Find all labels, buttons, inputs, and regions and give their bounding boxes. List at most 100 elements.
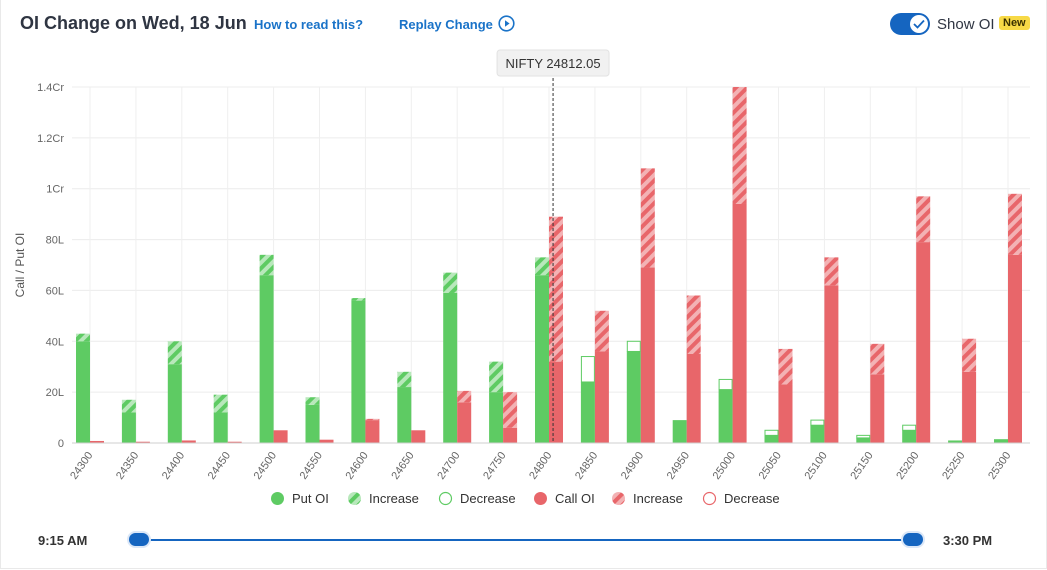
put-oi-increase-bar [121,399,136,413]
put-oi-bar [948,440,963,443]
page-title: OI Change on Wed, 18 Jun [20,13,247,33]
legend-item-put-solid[interactable]: Put OI [270,488,329,508]
x-tick-label: 24400 [160,450,187,482]
legend-label: Decrease [724,490,780,506]
put-oi-bar [718,389,733,443]
call-oi-bar [319,439,334,443]
slider-track[interactable] [139,539,913,541]
put-oi-bar [535,275,549,443]
x-tick-label: 24550 [298,450,325,482]
x-tick-label: 24500 [252,450,279,482]
put-oi-bar [672,420,687,443]
legend-swatch-icon [702,491,717,505]
put-oi-bar [810,425,825,443]
call-oi-bar [732,203,747,443]
legend-swatch-icon [612,491,625,505]
x-tick-label: 25000 [711,450,738,482]
put-oi-bar [167,364,182,443]
call-oi-increase-bar [916,196,931,243]
time-start-label: 9:15 AM [38,533,88,548]
x-tick-label: 25300 [986,450,1013,482]
put-oi-bar [856,437,871,443]
put-oi-increase-bar [535,257,549,276]
call-oi-increase-bar [365,418,380,421]
put-oi-increase-bar [167,341,182,365]
y-tick-label: 80L [46,235,64,247]
x-tick-label: 24750 [481,450,508,482]
show-oi-label: Show OI [937,16,995,33]
call-oi-increase-bar [962,338,977,372]
play-circle-icon[interactable] [498,15,515,32]
put-oi-bar [305,404,320,443]
call-oi-bar [594,351,609,443]
call-oi-bar [916,242,931,443]
legend-swatch-icon [271,491,284,505]
show-oi-toggle[interactable] [890,13,930,35]
call-oi-bar [227,441,242,443]
call-oi-bar [824,285,839,443]
legend-item-put-hatch[interactable]: Increase [347,488,419,508]
how-to-read-link[interactable]: How to read this? [254,17,364,32]
legend-label: Call OI [555,490,595,506]
put-oi-decrease-bar [764,429,779,436]
legend-item-call-outline[interactable]: Decrease [702,488,780,508]
legend-item-call-solid[interactable]: Call OI [533,488,595,508]
check-icon [913,19,925,29]
put-oi-increase-bar [397,371,412,388]
y-tick-label: 1Cr [46,184,64,196]
x-tick-label: 24350 [114,450,141,482]
oi-chart: 0 20L 40L 60L 80L 1Cr 1.2Cr 1.4Cr Call / Put OI 2… [13,49,1030,482]
put-oi-bar [397,387,412,443]
call-oi-bar [640,267,655,443]
call-oi-bar [686,354,701,443]
call-oi-bar [90,440,104,443]
legend-label: Increase [633,490,683,506]
call-oi-bar [457,402,472,443]
put-oi-increase-bar [351,298,366,301]
put-oi-decrease-bar [810,419,825,426]
x-tick-label: 24600 [343,450,370,482]
x-tick-label: 25150 [848,450,875,482]
call-oi-increase-bar [870,343,885,375]
legend-label: Decrease [460,490,516,506]
legend-item-put-outline[interactable]: Decrease [438,488,516,508]
slider-start-handle[interactable] [127,531,151,548]
spot-label: NIFTY 24812.05 [505,56,600,71]
call-oi-bar [365,420,380,443]
put-oi-decrease-bar [902,424,917,431]
legend-item-call-hatch[interactable]: Increase [611,488,683,508]
slider-end-handle[interactable] [901,531,925,548]
x-tick-label: 25250 [940,450,967,482]
replay-change-link[interactable]: Replay Change [399,17,493,32]
put-oi-bar [902,430,917,443]
time-end-label: 3:30 PM [943,533,993,548]
x-tick-label: 25100 [802,450,829,482]
call-oi-bar [870,374,885,443]
x-tick-label: 24850 [573,450,600,482]
put-oi-bar [580,381,595,443]
put-oi-decrease-bar [626,340,641,352]
put-oi-bar [351,300,366,443]
put-oi-increase-bar [489,361,504,393]
put-oi-bar [443,292,458,443]
call-oi-increase-bar [503,392,518,428]
x-tick-label: 24650 [389,450,416,482]
header: OI Change on Wed, 18 Jun How to read thi… [0,0,1047,50]
y-tick-label: 0 [58,438,64,450]
call-oi-bar [503,427,518,443]
put-oi-bar [121,412,136,443]
call-oi-increase-bar [1008,193,1022,255]
call-oi-bar [778,384,793,443]
call-oi-increase-bar [732,87,747,204]
toggle-knob [910,15,928,33]
call-oi-increase-bar [594,310,609,352]
x-tick-label: 25050 [757,450,784,482]
call-oi-bar [135,441,150,443]
call-oi-bar [411,430,426,443]
x-tick-label: 24700 [435,450,462,482]
put-oi-bar [764,435,779,443]
call-oi-bar [1008,254,1022,443]
put-oi-bar [994,439,1008,443]
spot-tooltip [496,49,610,77]
x-tick-label: 24450 [206,450,233,482]
